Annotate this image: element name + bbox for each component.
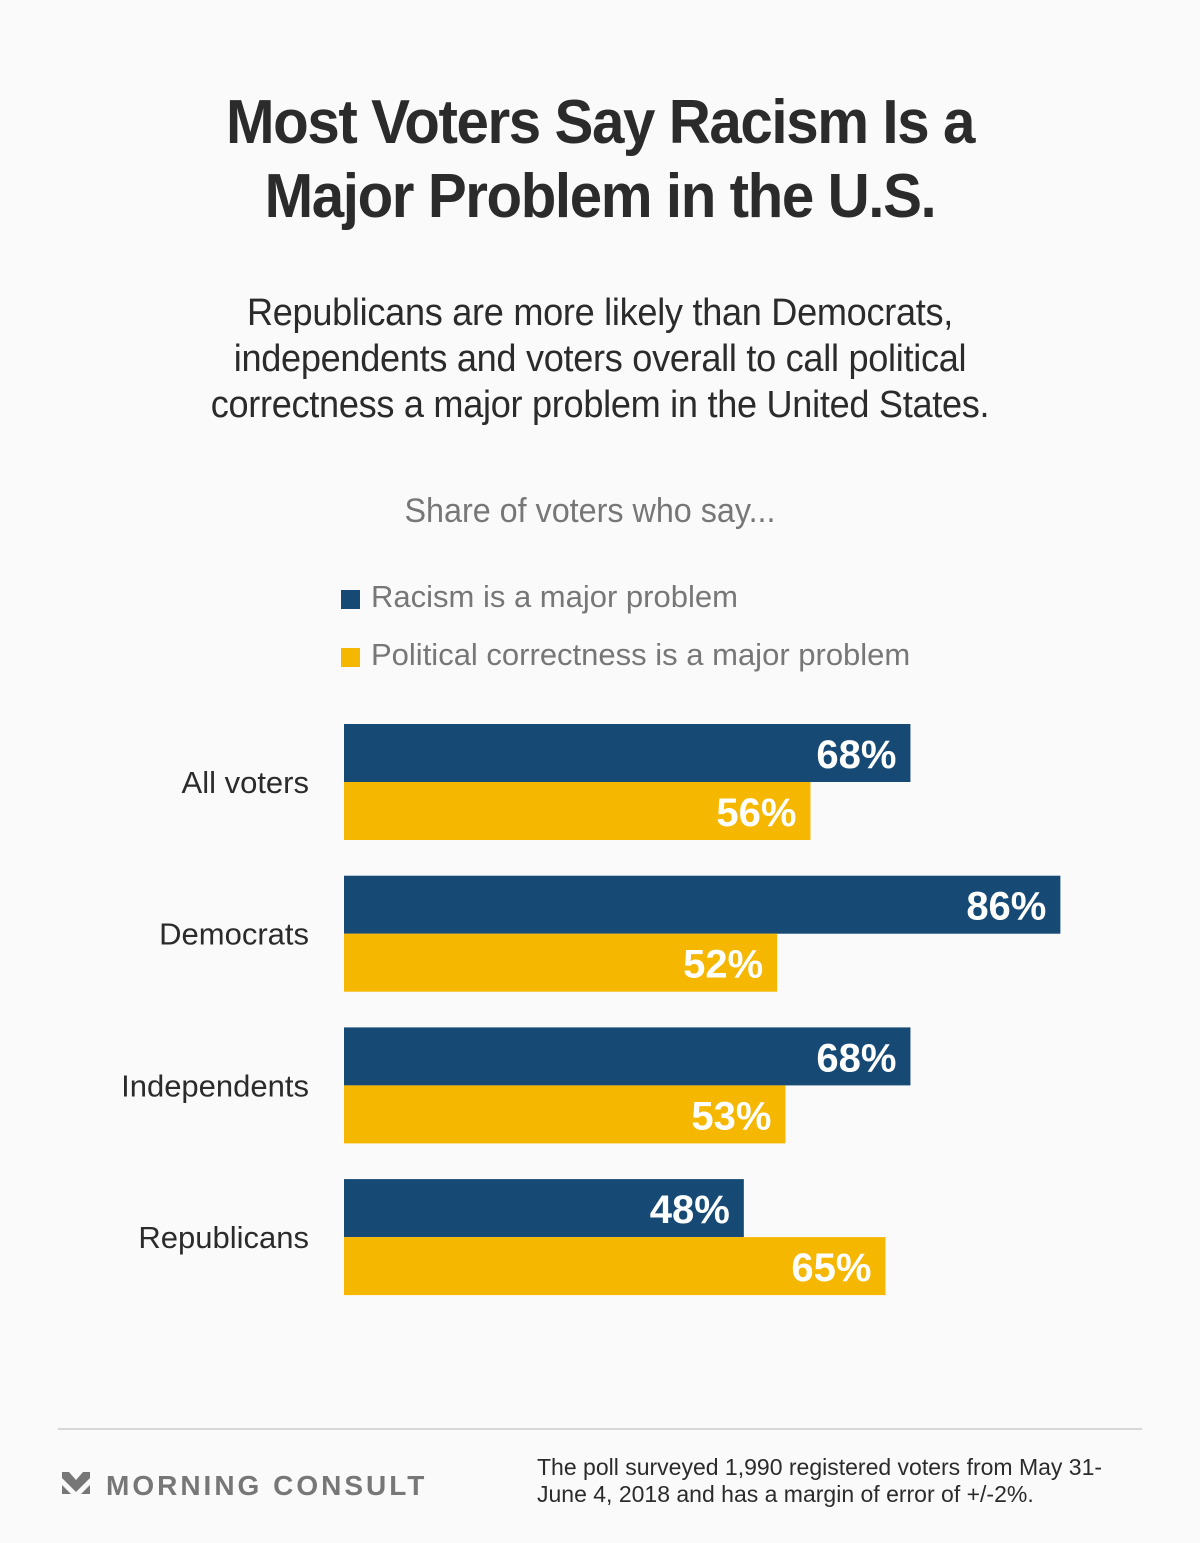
value-label: 68% bbox=[816, 733, 896, 777]
bar-racism-republicans bbox=[344, 1179, 744, 1238]
value-label: 86% bbox=[966, 885, 1046, 929]
value-label: 65% bbox=[791, 1246, 871, 1290]
morning-consult-logo-icon bbox=[62, 1472, 90, 1494]
subtitle-line-3: correctness a major problem in the Unite… bbox=[210, 384, 990, 426]
bar-political-all-voters bbox=[344, 782, 811, 840]
methodology-note-line-2: June 4, 2018 and has a margin of error o… bbox=[537, 1481, 1034, 1507]
legend-item-political-correctness: Political correctness is a major problem bbox=[341, 636, 910, 674]
legend-label-racism: Racism is a major problem bbox=[371, 579, 738, 614]
chart-caption: Share of voters who say... bbox=[404, 492, 776, 530]
value-label: 56% bbox=[716, 791, 796, 835]
value-label: 68% bbox=[816, 1036, 896, 1080]
legend-item-racism: Racism is a major problem bbox=[341, 578, 910, 616]
category-label: Independents bbox=[121, 1068, 309, 1103]
value-label: 52% bbox=[683, 943, 763, 987]
brand-name: MORNING CONSULT bbox=[106, 1470, 428, 1501]
value-label: 48% bbox=[650, 1188, 730, 1232]
bar-political-independents bbox=[344, 1085, 786, 1144]
brand: MORNING CONSULT bbox=[62, 1470, 427, 1502]
methodology-note: The poll surveyed 1,990 registered voter… bbox=[537, 1454, 1157, 1508]
legend-swatch-political-correctness bbox=[341, 647, 360, 667]
chart-title-line-2: Major Problem in the U.S. bbox=[264, 162, 937, 231]
bar-group-republicans: Republicans 48% 65% bbox=[138, 1179, 886, 1296]
bar-racism-democrats bbox=[344, 875, 1061, 934]
legend: Racism is a major problem Political corr… bbox=[341, 578, 910, 694]
chart-subtitle: Republicans are more likely than Democra… bbox=[30, 290, 1170, 428]
bar-racism-independents bbox=[344, 1027, 911, 1086]
bar-racism-all-voters bbox=[344, 724, 911, 782]
category-label: Democrats bbox=[159, 917, 309, 952]
category-label: All voters bbox=[182, 765, 309, 800]
bar-political-republicans bbox=[344, 1237, 886, 1296]
footer-divider bbox=[58, 1428, 1142, 1430]
subtitle-line-1: Republicans are more likely than Democra… bbox=[246, 292, 954, 334]
bar-political-democrats bbox=[344, 933, 778, 992]
bar-group-democrats: Democrats 86% 52% bbox=[159, 875, 1061, 992]
bar-group-independents: Independents 68% 53% bbox=[121, 1027, 911, 1144]
value-label: 53% bbox=[691, 1094, 771, 1138]
legend-label-political-correctness: Political correctness is a major problem bbox=[371, 637, 911, 672]
bar-group-all-voters: All voters 68% 56% bbox=[182, 724, 911, 840]
subtitle-line-2: independents and voters overall to call … bbox=[233, 338, 967, 380]
chart-title: Most Voters Say Racism Is a Major Proble… bbox=[36, 86, 1164, 234]
legend-swatch-racism bbox=[341, 589, 360, 609]
category-label: Republicans bbox=[138, 1220, 309, 1255]
chart-title-line-1: Most Voters Say Racism Is a bbox=[226, 88, 975, 157]
methodology-note-line-1: The poll surveyed 1,990 registered voter… bbox=[537, 1454, 1103, 1480]
